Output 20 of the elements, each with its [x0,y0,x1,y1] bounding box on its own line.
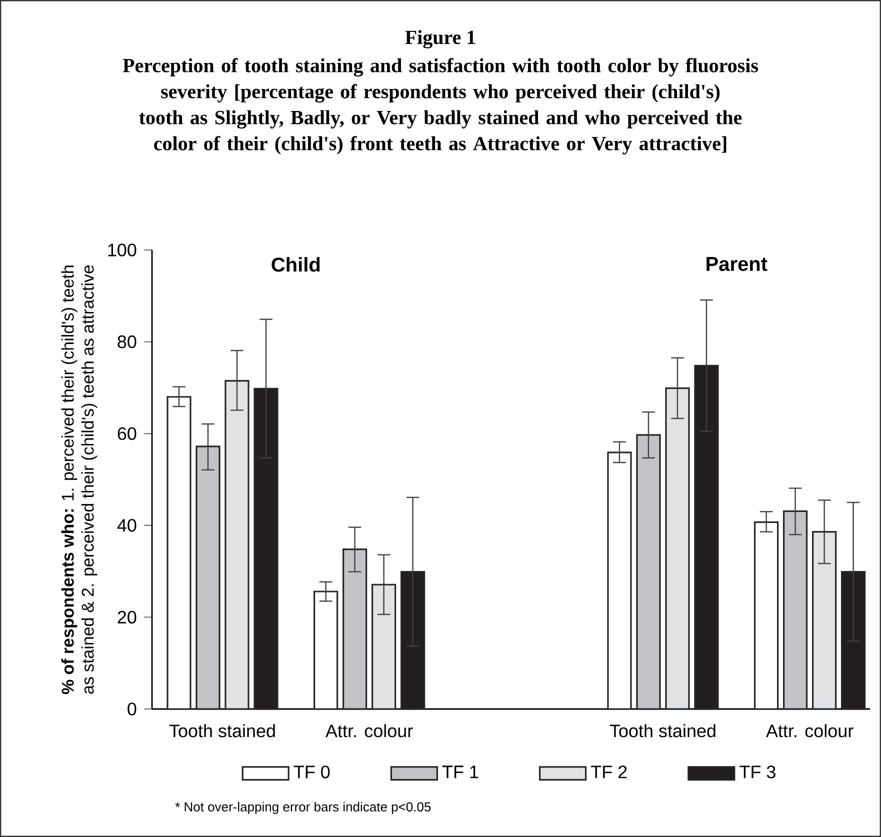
chart-subtitle: Perception of tooth staining and satisfaction with tooth color by fluorosis severity [percentage of respondents who perceived their (child's) tooth as Slightly, Badly, or Very badly stained and who perceived the color of their (child's) front teeth as Attractive or Very attractive] [122,58,758,154]
annotation: Parent [706,257,768,272]
chart-title: Figure 1 [405,30,476,48]
y-tick-label: 40 [117,519,136,532]
x-tick-label: Tooth stained [610,724,716,738]
x-tick-label: Attr. colour [766,724,854,738]
x-tick-label: Attr. colour [325,724,413,738]
x-tick-label: Tooth stained [169,724,275,738]
y-tick-label: 0 [128,702,136,716]
text: * Not over-lapping error bars indicate p<0.05 [175,802,431,814]
y-tick-label: 80 [118,335,136,348]
legend-label: TF 1 [442,766,478,778]
legend-label: TF 0 [294,766,330,778]
y-tick-label: 100 [108,244,136,256]
annotation: Child [272,257,320,272]
y-axis-title: % of respondents who: 1. perceived their (child's) teeth as stained & 2. perceived their (child's) teeth as attractive [61,265,98,694]
y-tick-label: 20 [118,610,136,624]
legend-label: TF 3 [740,766,776,778]
legend-label: TF 2 [591,766,627,778]
y-tick-label: 60 [118,427,136,440]
